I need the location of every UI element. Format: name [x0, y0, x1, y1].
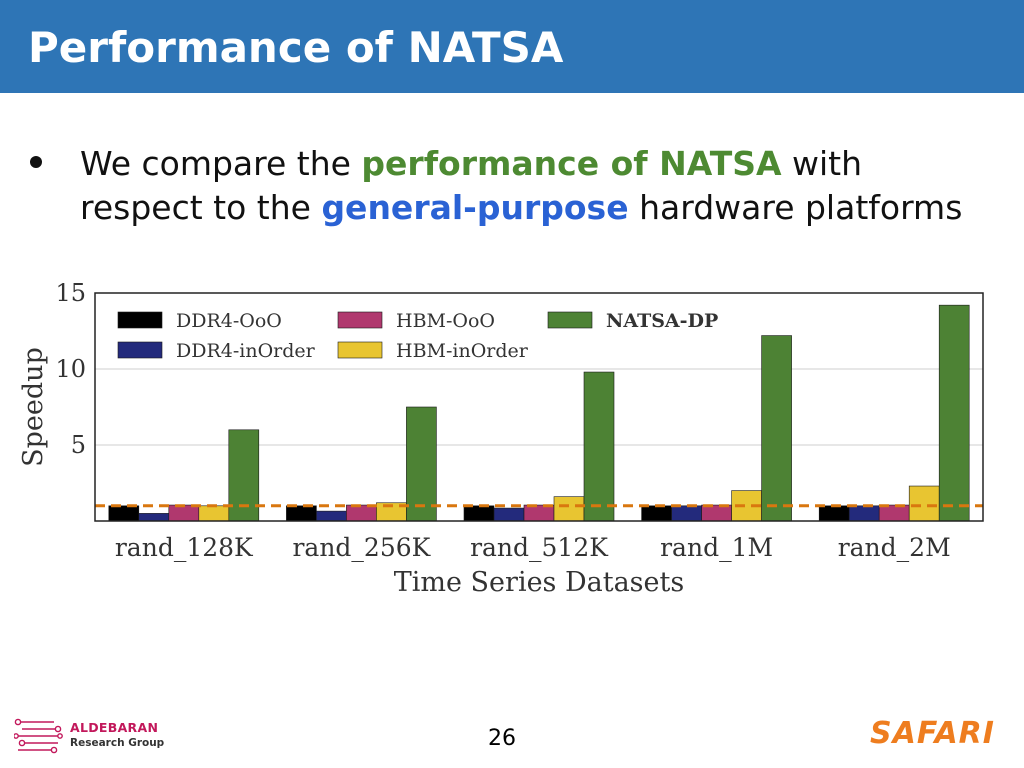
bullet-line1-pre: We compare the — [80, 144, 362, 183]
bar — [286, 505, 317, 522]
bar — [493, 507, 525, 522]
title-bar: Performance of NATSA — [0, 0, 1024, 93]
page-number: 26 — [488, 726, 516, 751]
y-axis-label: Speedup — [18, 347, 49, 467]
bar — [198, 505, 230, 522]
bar — [463, 505, 495, 522]
y-tick-label: 15 — [55, 279, 86, 307]
bullet-line2-post: hardware platforms — [628, 188, 963, 227]
bar — [908, 485, 940, 522]
bullet-dot — [30, 156, 42, 168]
legend-swatch — [117, 311, 163, 329]
circuit-icon — [13, 718, 63, 754]
bar — [701, 504, 732, 522]
y-tick-label: 10 — [55, 355, 86, 383]
x-tick-label: rand_2M — [838, 533, 951, 562]
plot-frame — [94, 292, 984, 522]
bullet-line1-highlight: performance of NATSA — [361, 144, 782, 183]
bar — [848, 505, 880, 522]
logo-subtitle: Research Group — [70, 737, 165, 749]
bar — [878, 504, 910, 522]
bar — [346, 504, 377, 522]
bar — [523, 504, 555, 522]
legend-label: NATSA-DP — [606, 310, 718, 332]
bar — [761, 335, 792, 522]
bar — [671, 505, 702, 522]
bar — [228, 429, 260, 522]
bar — [316, 510, 347, 522]
bullet-line-1: We compare the performance of NATSA with — [80, 142, 1020, 186]
legend-label: DDR4-inOrder — [176, 340, 316, 362]
legend-label: HBM-inOrder — [396, 340, 529, 362]
legend-swatch — [337, 311, 383, 329]
legend-label: HBM-OoO — [396, 310, 495, 332]
legend-swatch — [337, 341, 383, 359]
bullet-line2-highlight: general-purpose — [321, 188, 629, 227]
bullet-line1-post: with — [781, 144, 863, 183]
slide-title: Performance of NATSA — [28, 23, 564, 72]
legend-swatch — [547, 311, 593, 329]
bar — [938, 304, 970, 522]
bar — [818, 505, 850, 522]
bar — [406, 406, 437, 522]
aldebaran-logo: ALDEBARAN Research Group — [13, 712, 165, 760]
bar — [641, 505, 672, 522]
x-tick-label: rand_128K — [115, 533, 254, 562]
x-tick-label: rand_256K — [292, 533, 431, 562]
speedup-chart: 5 10 15 rand_128K rand_256K rand_512K rand_1M r… — [18, 279, 984, 598]
bar — [168, 504, 200, 522]
bullet-line2-pre: respect to the — [80, 188, 322, 227]
x-tick-label: rand_512K — [470, 533, 609, 562]
safari-logo: SAFARI — [870, 716, 995, 751]
bullet-line-2: respect to the general-purpose hardware … — [80, 186, 1020, 230]
legend-label: DDR4-OoO — [176, 310, 282, 332]
legend-swatch — [117, 341, 163, 359]
bullet-text: We compare the performance of NATSA with… — [80, 142, 1020, 230]
y-tick-label: 5 — [71, 431, 86, 459]
bar — [108, 505, 140, 522]
logo-name: ALDEBARAN — [70, 720, 159, 735]
x-tick-label: rand_1M — [660, 533, 773, 562]
bar — [138, 513, 170, 522]
bar — [583, 371, 615, 522]
bar — [553, 496, 585, 522]
x-axis-label: Time Series Datasets — [394, 567, 684, 598]
